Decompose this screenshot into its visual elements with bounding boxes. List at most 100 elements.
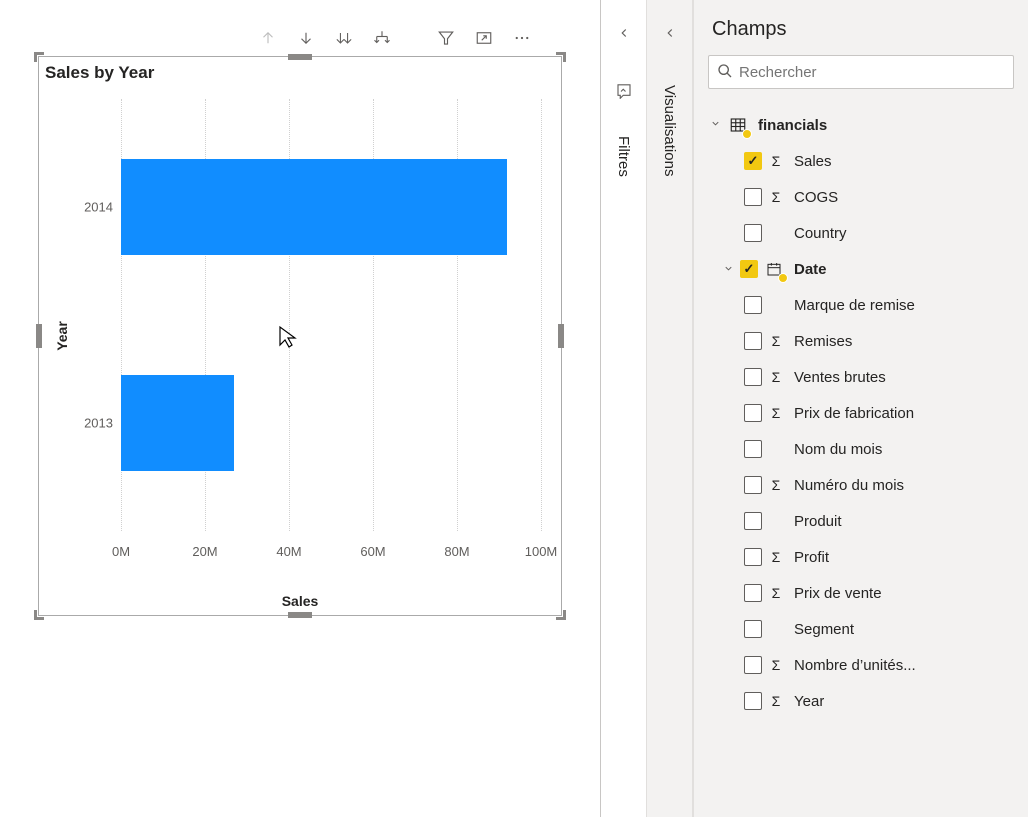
drill-hierarchy-icon[interactable] bbox=[372, 28, 392, 48]
search-input[interactable] bbox=[739, 64, 1005, 81]
field-row[interactable]: Date bbox=[694, 251, 1028, 287]
x-tick-label: 100M bbox=[525, 544, 558, 559]
field-row[interactable]: Σ Remises bbox=[694, 323, 1028, 359]
x-tick-label: 0M bbox=[112, 544, 130, 559]
expand-field-icon[interactable] bbox=[708, 261, 734, 277]
bar[interactable] bbox=[121, 375, 234, 470]
field-row[interactable]: Produit bbox=[694, 503, 1028, 539]
focus-mode-icon[interactable] bbox=[474, 28, 494, 48]
field-checkbox[interactable] bbox=[744, 512, 762, 530]
sigma-icon: Σ bbox=[768, 153, 784, 169]
visualizations-label: Visualisations bbox=[661, 85, 678, 176]
sigma-icon: Σ bbox=[768, 477, 784, 493]
field-checkbox[interactable] bbox=[744, 368, 762, 386]
filters-panel-collapsed[interactable]: Filtres bbox=[601, 0, 647, 817]
field-checkbox[interactable] bbox=[744, 404, 762, 422]
field-label: Date bbox=[790, 261, 827, 278]
sigma-icon: Σ bbox=[768, 405, 784, 421]
y-axis-label: Year bbox=[54, 321, 70, 351]
field-row[interactable]: Σ Prix de fabrication bbox=[694, 395, 1028, 431]
more-options-icon[interactable] bbox=[512, 28, 532, 48]
table-icon bbox=[728, 115, 748, 135]
field-row[interactable]: Σ Ventes brutes bbox=[694, 359, 1028, 395]
field-label: Ventes brutes bbox=[790, 369, 886, 386]
sigma-icon: Σ bbox=[768, 693, 784, 709]
sigma-icon: Σ bbox=[768, 189, 784, 205]
x-tick-label: 80M bbox=[444, 544, 469, 559]
filters-label: Filtres bbox=[615, 136, 632, 177]
sigma-icon: Σ bbox=[768, 657, 784, 673]
field-row[interactable]: Σ Sales bbox=[694, 143, 1028, 179]
field-checkbox[interactable] bbox=[744, 692, 762, 710]
field-tree: financials Σ Sales Σ COGS Country Date Marque d… bbox=[694, 99, 1028, 719]
table-label: financials bbox=[754, 117, 827, 134]
field-checkbox[interactable] bbox=[744, 152, 762, 170]
field-checkbox[interactable] bbox=[744, 440, 762, 458]
field-label: Nombre d’unités... bbox=[790, 657, 916, 674]
field-checkbox[interactable] bbox=[744, 584, 762, 602]
field-checkbox[interactable] bbox=[744, 188, 762, 206]
expand-all-down-icon[interactable] bbox=[334, 28, 354, 48]
field-label: Remises bbox=[790, 333, 852, 350]
field-label: COGS bbox=[790, 189, 838, 206]
table-row[interactable]: financials bbox=[694, 107, 1028, 143]
collapse-table-icon[interactable] bbox=[708, 118, 722, 132]
expand-filters-icon[interactable] bbox=[611, 20, 637, 51]
visualizations-panel-collapsed[interactable]: Visualisations bbox=[647, 0, 693, 817]
filters-icon bbox=[615, 81, 633, 102]
drill-up-icon bbox=[258, 28, 278, 48]
field-checkbox[interactable] bbox=[744, 224, 762, 242]
field-label: Segment bbox=[790, 621, 854, 638]
field-row[interactable]: Marque de remise bbox=[694, 287, 1028, 323]
sigma-icon: Σ bbox=[768, 369, 784, 385]
field-label: Produit bbox=[790, 513, 842, 530]
field-row[interactable]: Σ Year bbox=[694, 683, 1028, 719]
filter-icon[interactable] bbox=[436, 28, 456, 48]
field-row[interactable]: Σ COGS bbox=[694, 179, 1028, 215]
fields-panel: Champs financials Σ Sales Σ COGS Country Date M… bbox=[693, 0, 1028, 817]
field-label: Prix de fabrication bbox=[790, 405, 914, 422]
field-checkbox[interactable] bbox=[744, 548, 762, 566]
field-label: Sales bbox=[790, 153, 832, 170]
field-row[interactable]: Segment bbox=[694, 611, 1028, 647]
field-label: Nom du mois bbox=[790, 441, 882, 458]
y-tick-label: 2013 bbox=[73, 416, 113, 431]
x-tick-label: 40M bbox=[276, 544, 301, 559]
fields-search-box[interactable] bbox=[708, 55, 1014, 89]
field-label: Numéro du mois bbox=[790, 477, 904, 494]
field-label: Year bbox=[790, 693, 824, 710]
fields-header-title: Champs bbox=[712, 18, 786, 41]
bar[interactable] bbox=[121, 159, 507, 254]
sigma-icon: Σ bbox=[768, 549, 784, 565]
date-hierarchy-icon bbox=[764, 259, 784, 279]
field-checkbox[interactable] bbox=[744, 296, 762, 314]
sigma-icon: Σ bbox=[768, 333, 784, 349]
field-row[interactable]: Σ Profit bbox=[694, 539, 1028, 575]
field-row[interactable]: Σ Numéro du mois bbox=[694, 467, 1028, 503]
field-checkbox[interactable] bbox=[744, 656, 762, 674]
field-label: Marque de remise bbox=[790, 297, 915, 314]
report-canvas[interactable]: Sales by Year Year Sales 0M 20M 40M 60M 80M 1… bbox=[0, 0, 600, 817]
field-row[interactable]: Σ Prix de vente bbox=[694, 575, 1028, 611]
field-row[interactable]: Nom du mois bbox=[694, 431, 1028, 467]
field-label: Prix de vente bbox=[790, 585, 882, 602]
x-tick-label: 20M bbox=[192, 544, 217, 559]
sigma-icon: Σ bbox=[768, 585, 784, 601]
expand-visualizations-icon[interactable] bbox=[657, 20, 683, 51]
field-row[interactable]: Country bbox=[694, 215, 1028, 251]
search-icon bbox=[717, 63, 733, 82]
visual-toolbar bbox=[258, 28, 532, 48]
field-checkbox[interactable] bbox=[740, 260, 758, 278]
gridline bbox=[541, 99, 542, 531]
drill-down-icon[interactable] bbox=[296, 28, 316, 48]
field-label: Country bbox=[790, 225, 847, 242]
field-label: Profit bbox=[790, 549, 829, 566]
field-checkbox[interactable] bbox=[744, 476, 762, 494]
field-checkbox[interactable] bbox=[744, 332, 762, 350]
field-row[interactable]: Σ Nombre d’unités... bbox=[694, 647, 1028, 683]
bar-chart-visual[interactable]: Sales by Year Year Sales 0M 20M 40M 60M 80M 1… bbox=[38, 56, 562, 616]
chart-title: Sales by Year bbox=[45, 63, 154, 83]
field-checkbox[interactable] bbox=[744, 620, 762, 638]
x-tick-label: 60M bbox=[360, 544, 385, 559]
x-axis-label: Sales bbox=[39, 593, 561, 609]
